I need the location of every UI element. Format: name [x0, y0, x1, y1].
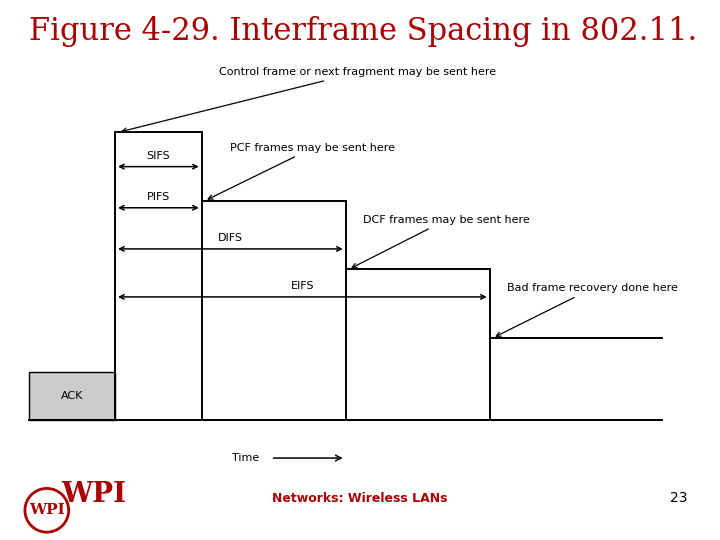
Text: WPI: WPI [29, 503, 65, 517]
Text: DIFS: DIFS [218, 233, 243, 244]
Text: Time: Time [232, 453, 259, 463]
Text: DCF frames may be sent here: DCF frames may be sent here [352, 215, 530, 268]
Text: SIFS: SIFS [147, 151, 170, 161]
Bar [29, 373, 115, 420]
Text: WPI: WPI [61, 481, 126, 508]
Text: Figure 4-29. Interframe Spacing in 802.11.: Figure 4-29. Interframe Spacing in 802.1… [29, 16, 697, 47]
Text: Control frame or next fragment may be sent here: Control frame or next fragment may be se… [122, 68, 496, 132]
Text: PIFS: PIFS [147, 192, 170, 202]
Text: Networks: Wireless LANs: Networks: Wireless LANs [272, 492, 448, 505]
Text: 23: 23 [670, 491, 688, 505]
Text: ACK: ACK [60, 392, 84, 401]
Text: Bad frame recovery done here: Bad frame recovery done here [496, 284, 678, 336]
Text: EIFS: EIFS [291, 281, 314, 292]
Text: PCF frames may be sent here: PCF frames may be sent here [208, 143, 395, 199]
